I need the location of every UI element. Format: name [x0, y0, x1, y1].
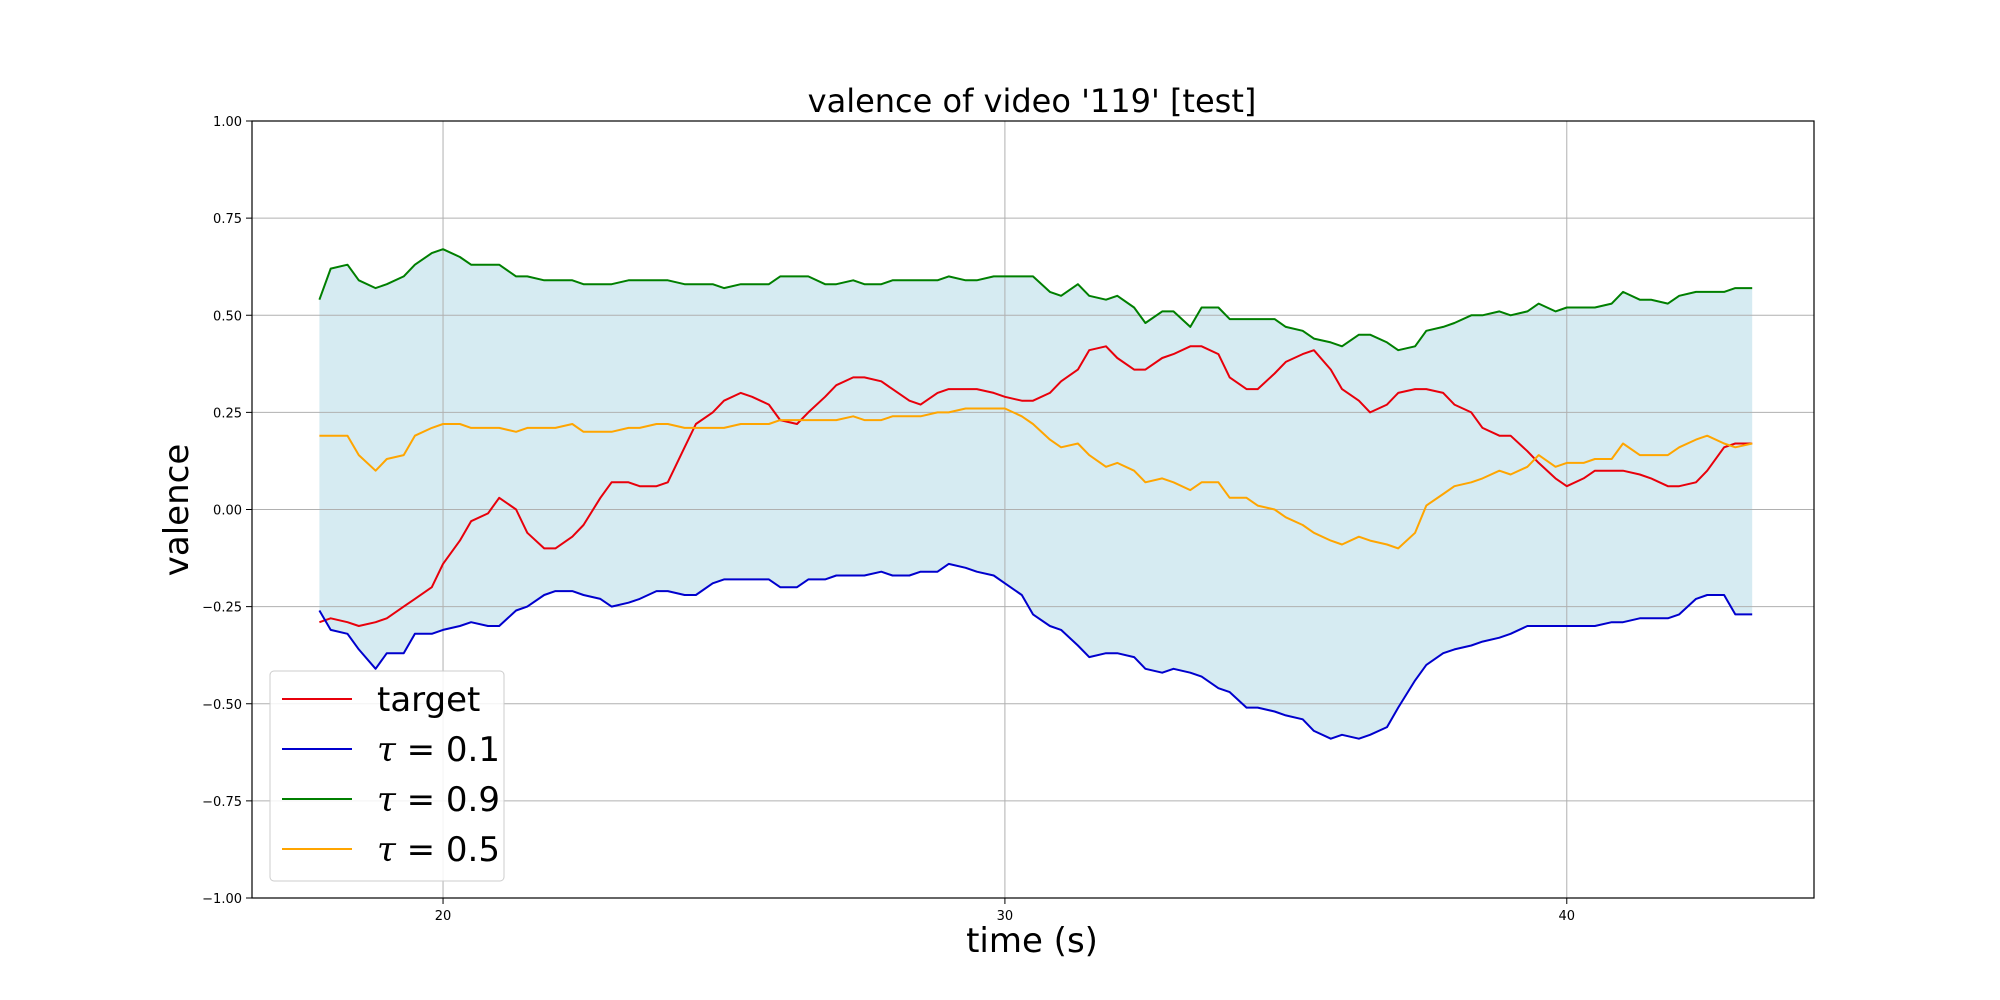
- quantile-band-area: [319, 249, 1753, 739]
- legend-label: target: [377, 680, 480, 720]
- legend-value: = 0.5: [396, 830, 500, 870]
- legend-label: τ = 0.5: [377, 830, 500, 870]
- quantile-band: [319, 249, 1753, 739]
- x-tick-label: 20: [435, 909, 452, 924]
- y-tick-label: −1.00: [202, 892, 242, 907]
- y-axis-label: valence: [157, 444, 197, 576]
- legend-symbol: τ: [377, 830, 397, 870]
- legend-box: [269, 670, 505, 882]
- series-line-0: [319, 345, 1753, 627]
- x-tick-label: 40: [1559, 909, 1576, 924]
- legend-symbol: τ: [377, 780, 397, 820]
- legend-value: = 0.1: [396, 730, 500, 770]
- x-tick-label: 30: [997, 909, 1014, 924]
- y-tick-label: −0.25: [202, 601, 242, 616]
- legend-label: τ = 0.9: [377, 780, 500, 820]
- x-axis-label: time (s): [966, 921, 1098, 961]
- legend-value: = 0.9: [396, 780, 500, 820]
- y-tick-label: 0.50: [213, 309, 242, 324]
- legend-label: τ = 0.1: [377, 730, 500, 770]
- chart-title: valence of video '119' [test]: [808, 82, 1257, 120]
- y-tick-label: −0.75: [202, 795, 242, 810]
- legend-symbol: τ: [377, 730, 397, 770]
- series-line-3: [319, 407, 1753, 550]
- y-tick-label: 0.75: [213, 212, 242, 227]
- axis-ticks: 20 30 40 −1.00 −0.75 −0.50 −0.25 0.00 0.25 0.50 0.…: [202, 115, 1575, 924]
- y-tick-label: 0.00: [213, 504, 242, 519]
- series-line-2: [318, 248, 1753, 352]
- y-tick-label: −0.50: [202, 698, 242, 713]
- y-tick-label: 0.25: [213, 406, 242, 421]
- series-line-1: [318, 562, 1753, 740]
- series-lines: [318, 248, 1753, 740]
- y-tick-label: 1.00: [213, 115, 242, 130]
